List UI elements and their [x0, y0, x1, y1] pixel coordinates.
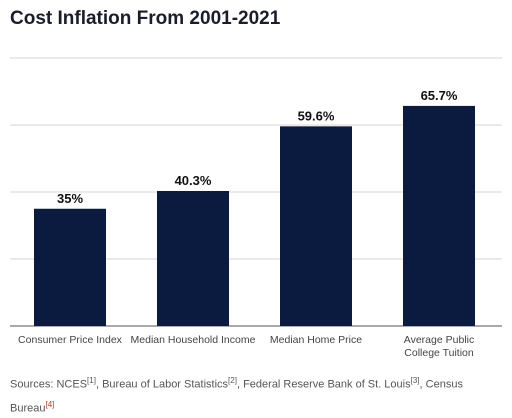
x-tick-label: Average Public College Tuition — [403, 334, 475, 359]
sources: Sources: NCES[1], Bureau of Labor Statis… — [10, 376, 463, 415]
sources-prefix: Sources: — [10, 378, 54, 391]
chart-title: Cost Inflation From 2001-2021 — [10, 8, 281, 29]
x-tick-label: Median Household Income — [130, 334, 256, 346]
bar — [157, 190, 229, 326]
bar — [280, 126, 352, 326]
source-name: Census Bureau — [10, 378, 463, 415]
source-ref: [4] — [45, 399, 55, 409]
source-name: NCES — [56, 378, 88, 391]
source-name: Federal Reserve Bank of St. Louis — [243, 378, 411, 391]
value-label: 40.3% — [175, 173, 212, 188]
source-name: Bureau of Labor Statistics — [102, 378, 229, 391]
value-label: 35% — [57, 191, 83, 206]
source-ref: [3] — [410, 376, 420, 385]
x-tick-label: Consumer Price Index — [18, 334, 122, 346]
source-ref: [2] — [228, 376, 237, 385]
bar — [403, 105, 475, 326]
source-ref: [1] — [87, 376, 96, 385]
x-tick-label: Median Home Price — [269, 334, 363, 346]
value-label: 59.6% — [298, 108, 335, 123]
bar — [34, 208, 106, 326]
value-label: 65.7% — [421, 88, 458, 103]
